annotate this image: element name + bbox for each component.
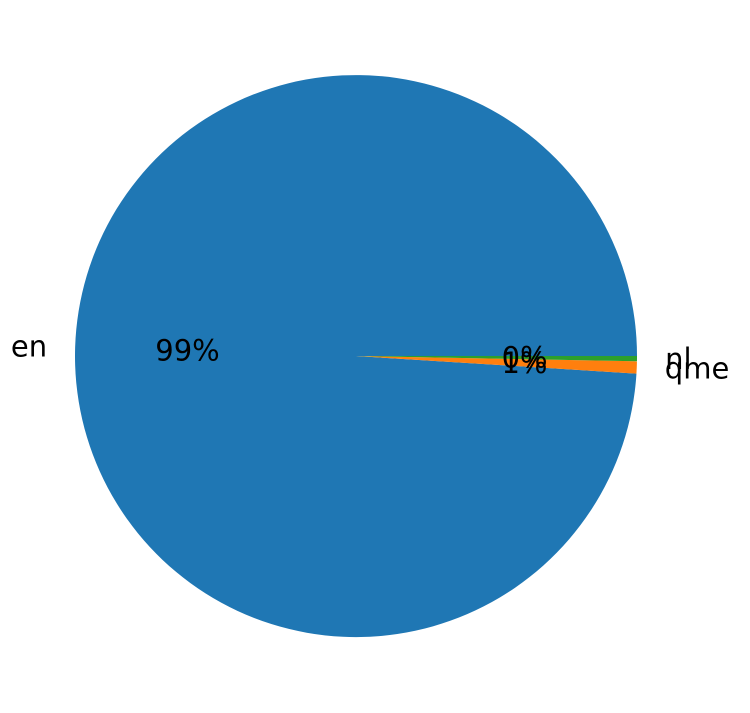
pie-slice-label-en: en <box>11 329 47 363</box>
pie-slice-en <box>75 75 638 638</box>
pie-pct-label-qme: 1% <box>501 346 547 380</box>
pie-slice-label-qme: qme <box>665 352 730 386</box>
pie-slice-qme <box>356 356 637 374</box>
pie-slice-nl <box>356 356 637 362</box>
pie-slice-label-nl: nl <box>665 342 691 376</box>
pie-pct-label-nl: 0% <box>502 341 548 375</box>
pie-pct-label-en: 99% <box>155 334 219 368</box>
